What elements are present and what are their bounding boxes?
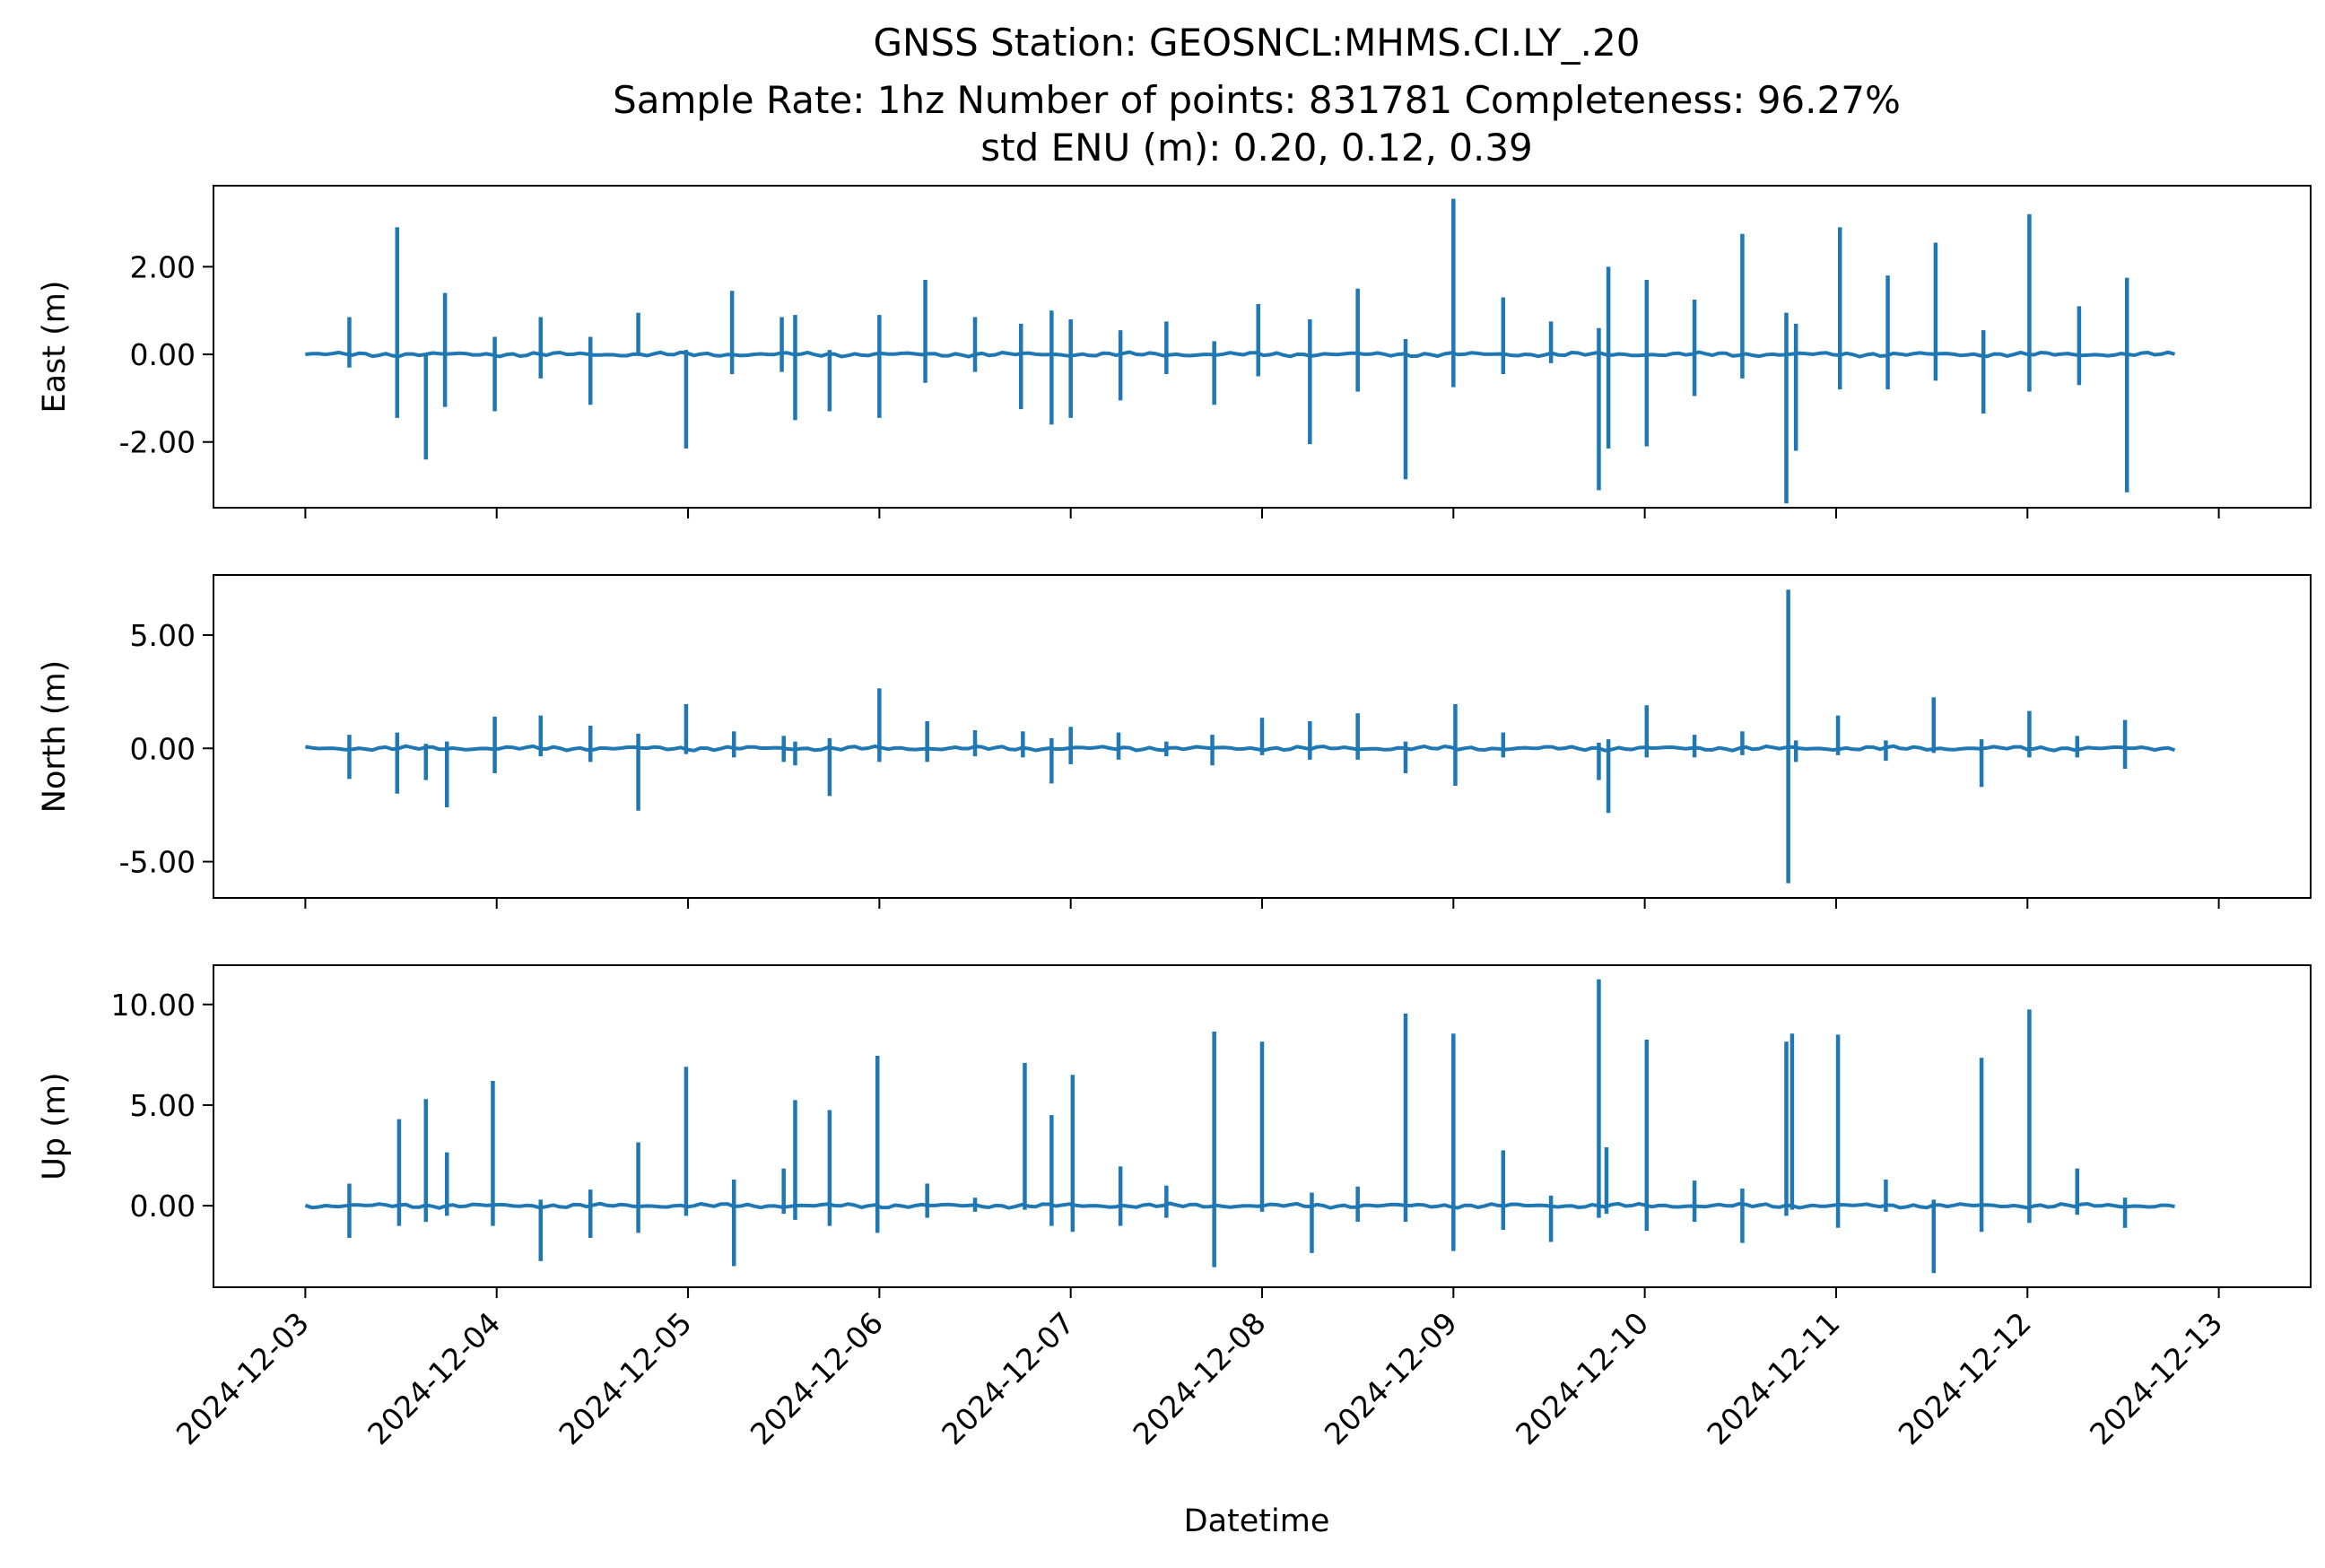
- panel-north: 5.00 0.00 -5.00 North (m): [37, 574, 2312, 909]
- title-line-std: std ENU (m): 0.20, 0.12, 0.39: [980, 126, 1533, 170]
- east-ytick-label: 2.00: [130, 249, 196, 284]
- subplot-panels: 2.00 0.00 -2.00 East (m) 5.00 0.00 -5.00 North …: [37, 185, 2312, 1298]
- up-ytick-label: 5.00: [130, 1088, 196, 1123]
- title-line-station: GNSS Station: GEOSNCL:MHMS.CI.LY_.20: [874, 21, 1641, 65]
- x-axis-label: Datetime: [1184, 1503, 1330, 1539]
- up-series: [304, 979, 2175, 1274]
- figure-title: GNSS Station: GEOSNCL:MHMS.CI.LY_.20 Sam…: [613, 21, 1901, 170]
- east-ylabel: East (m): [37, 280, 73, 413]
- east-ytick-label: 0.00: [130, 337, 196, 372]
- north-series: [305, 589, 2176, 884]
- up-ytick-label: 10.00: [111, 988, 196, 1023]
- north-ytick-label: 5.00: [130, 618, 196, 653]
- north-ylabel: North (m): [37, 660, 73, 813]
- north-baseline-line: [305, 744, 2176, 753]
- panel-east: 2.00 0.00 -2.00 East (m): [37, 185, 2312, 518]
- panel-up: 10.00 5.00 0.00 Up (m): [37, 964, 2312, 1298]
- up-ylabel: Up (m): [37, 1072, 73, 1180]
- east-baseline-line: [305, 350, 2176, 359]
- up-ytick-label: 0.00: [130, 1189, 196, 1224]
- east-ytick-label: -2.00: [119, 425, 196, 460]
- up-baseline-line: [304, 1201, 2175, 1210]
- north-ytick-label: 0.00: [130, 731, 196, 766]
- east-series: [305, 198, 2176, 504]
- title-line-stats: Sample Rate: 1hz Number of points: 83178…: [613, 78, 1901, 122]
- north-ytick-label: -5.00: [119, 845, 196, 880]
